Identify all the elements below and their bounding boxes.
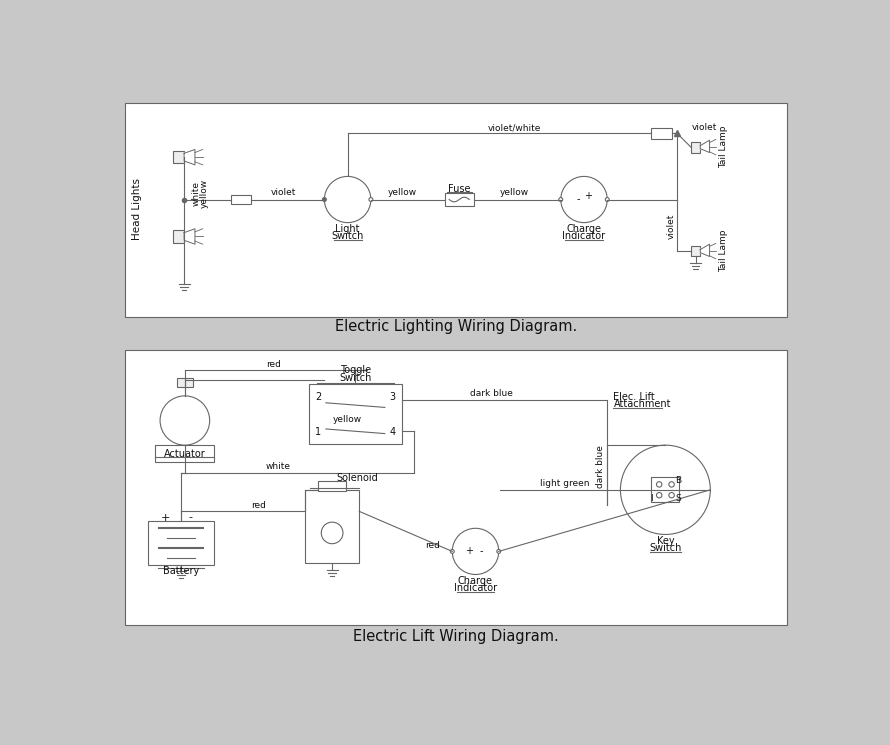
- Bar: [319, 481, 346, 492]
- Circle shape: [559, 197, 562, 201]
- Text: -: -: [576, 194, 579, 205]
- Text: -: -: [189, 513, 192, 522]
- Polygon shape: [700, 140, 709, 153]
- Text: Indicator: Indicator: [562, 231, 605, 241]
- Text: Toggle: Toggle: [340, 366, 371, 375]
- Text: red: red: [267, 360, 281, 369]
- Bar: [691, 142, 700, 153]
- Bar: [444, 194, 474, 206]
- Circle shape: [561, 177, 607, 223]
- Bar: [149, 521, 214, 565]
- Text: Head Lights: Head Lights: [132, 178, 142, 240]
- Text: yellow: yellow: [387, 188, 417, 197]
- Text: yellow: yellow: [199, 179, 209, 208]
- Text: Switch: Switch: [649, 543, 682, 554]
- Polygon shape: [184, 229, 195, 244]
- Text: +: +: [161, 513, 170, 522]
- Circle shape: [450, 550, 454, 554]
- Circle shape: [321, 522, 343, 544]
- Text: Battery: Battery: [163, 566, 199, 577]
- Text: white: white: [265, 462, 290, 471]
- Bar: [231, 195, 251, 204]
- Text: Key: Key: [657, 536, 675, 545]
- Polygon shape: [184, 150, 195, 165]
- Text: Switch: Switch: [339, 373, 371, 383]
- Text: Elec. Lift: Elec. Lift: [613, 392, 655, 402]
- Circle shape: [160, 396, 210, 446]
- Text: Attachment: Attachment: [613, 399, 671, 409]
- Text: 2: 2: [315, 392, 321, 402]
- Text: Charge: Charge: [458, 576, 493, 586]
- Bar: [651, 128, 672, 139]
- Text: yellow: yellow: [499, 188, 529, 197]
- Bar: [125, 104, 787, 317]
- Text: violet: violet: [271, 188, 296, 197]
- Text: Actuator: Actuator: [164, 448, 206, 459]
- Text: Charge: Charge: [567, 224, 602, 234]
- Text: violet/white: violet/white: [488, 124, 541, 133]
- Text: Tail Lamp: Tail Lamp: [719, 126, 728, 168]
- Circle shape: [322, 197, 327, 201]
- Bar: [309, 384, 402, 444]
- Text: Switch: Switch: [331, 231, 364, 241]
- Text: white: white: [192, 181, 201, 206]
- Circle shape: [669, 492, 675, 498]
- Text: red: red: [425, 541, 441, 550]
- Text: -: -: [479, 546, 482, 557]
- Text: +: +: [465, 546, 473, 557]
- Circle shape: [669, 482, 675, 487]
- Text: light green: light green: [540, 479, 589, 488]
- Text: Solenoid: Solenoid: [336, 473, 377, 484]
- Bar: [305, 489, 360, 563]
- Text: Fuse: Fuse: [448, 184, 471, 194]
- Text: Light: Light: [336, 224, 360, 234]
- Bar: [691, 246, 700, 256]
- Circle shape: [369, 197, 373, 201]
- Bar: [174, 151, 184, 163]
- Text: Electric Lift Wiring Diagram.: Electric Lift Wiring Diagram.: [353, 629, 559, 644]
- Text: S: S: [676, 494, 681, 503]
- Text: Electric Lighting Wiring Diagram.: Electric Lighting Wiring Diagram.: [335, 319, 578, 334]
- Circle shape: [605, 197, 609, 201]
- Text: +: +: [584, 191, 592, 201]
- Circle shape: [497, 550, 501, 554]
- Circle shape: [452, 528, 498, 574]
- Polygon shape: [700, 244, 709, 256]
- Text: 3: 3: [390, 392, 396, 402]
- Text: 1: 1: [315, 427, 321, 437]
- Text: red: red: [251, 501, 266, 510]
- Circle shape: [324, 177, 371, 223]
- Circle shape: [657, 492, 662, 498]
- Circle shape: [620, 446, 710, 534]
- Bar: [156, 446, 214, 462]
- Text: Indicator: Indicator: [454, 583, 497, 593]
- Text: B: B: [676, 476, 682, 485]
- Text: dark blue: dark blue: [470, 389, 513, 398]
- Text: violet: violet: [692, 124, 716, 133]
- Text: 4: 4: [390, 427, 396, 437]
- Text: dark blue: dark blue: [595, 446, 605, 488]
- Bar: [177, 378, 192, 387]
- Text: yellow: yellow: [333, 415, 362, 424]
- Circle shape: [657, 482, 662, 487]
- Bar: [174, 230, 184, 243]
- Text: Tail Lamp: Tail Lamp: [719, 230, 728, 273]
- Text: I: I: [650, 494, 652, 503]
- Bar: [125, 349, 787, 625]
- Bar: [651, 478, 679, 502]
- Text: violet: violet: [667, 214, 676, 239]
